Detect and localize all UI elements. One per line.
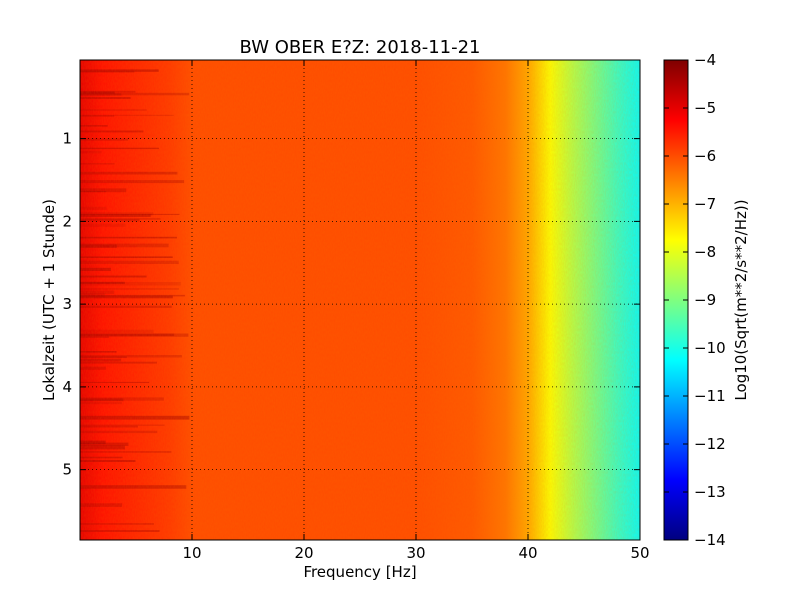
- plot-frame: [79, 59, 641, 541]
- colorbar-tick-label: −5: [694, 99, 716, 117]
- colorbar-tick-label: −6: [694, 147, 716, 165]
- colorbar-tick-label: −7: [694, 195, 716, 213]
- x-axis: 10 20 30 40 50: [182, 60, 650, 562]
- colorbar: −4 −5 −6 −7 −8 −9 −10 −11 −12 −13 −14 Log10(Sqrt(m…: [663, 51, 750, 549]
- x-tick-label: 20: [294, 544, 313, 562]
- y-tick-label: 2: [62, 212, 72, 230]
- colorbar-label: Log10(Sqrt(m**2/s**2/Hz)): [732, 199, 750, 400]
- colorbar-tick-label: −8: [694, 243, 716, 261]
- plot-area: [80, 60, 640, 540]
- colorbar-tick-label: −13: [694, 483, 726, 501]
- colorbar-tick-label: −9: [694, 291, 716, 309]
- y-axis-label: Lokalzeit (UTC + 1 Stunde): [40, 199, 58, 401]
- x-tick-label: 30: [406, 544, 425, 562]
- x-axis-label: Frequency [Hz]: [303, 563, 416, 581]
- colorbar-tick-label: −14: [694, 531, 726, 549]
- colorbar-tick-label: −11: [694, 387, 726, 405]
- colorbar-tick-label: −12: [694, 435, 726, 453]
- grid-lines: [80, 60, 640, 540]
- y-tick-label: 3: [62, 295, 72, 313]
- x-tick-label: 10: [182, 544, 201, 562]
- chart-title: BW OBER E?Z: 2018-11-21: [240, 37, 481, 58]
- x-tick-label: 40: [518, 544, 537, 562]
- y-tick-label: 1: [62, 130, 72, 148]
- spectrogram-grain: [80, 60, 640, 540]
- colorbar-ticks: −4 −5 −6 −7 −8 −9 −10 −11 −12 −13 −14: [664, 51, 726, 549]
- y-tick-label: 5: [62, 461, 72, 479]
- y-axis: 1 2 3 4 5: [62, 130, 640, 479]
- x-tick-label: 50: [630, 544, 649, 562]
- colorbar-tick-label: −10: [694, 339, 726, 357]
- colorbar-tick-label: −4: [694, 51, 716, 69]
- y-tick-label: 4: [62, 378, 72, 396]
